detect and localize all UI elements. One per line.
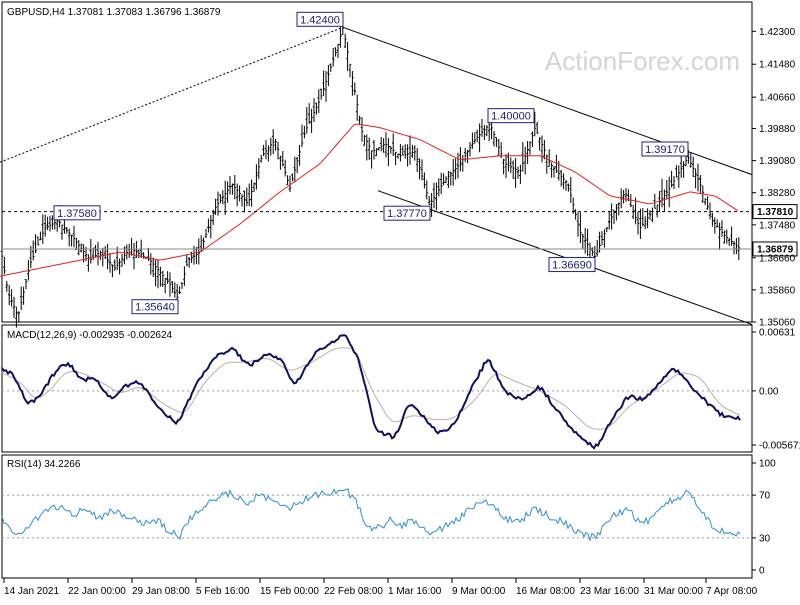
annotation-label: 1.37770 <box>387 208 427 220</box>
price-axis-tick-label: 1.35860 <box>759 285 796 296</box>
macd-axis-tick-label: 0.00 <box>759 386 779 397</box>
annotation-label: 1.42400 <box>300 14 340 26</box>
x-axis-tick-label: 7 Apr 08:00 <box>706 586 758 597</box>
moving-average-line <box>0 123 739 277</box>
macd-label: MACD(12,26,9) -0.002935 -0.002624 <box>7 330 173 341</box>
annotation-label: 1.35640 <box>135 302 175 314</box>
x-axis-tick-label: 1 Mar 16:00 <box>388 586 442 597</box>
x-axis-tick-label: 29 Jan 08:00 <box>132 586 190 597</box>
x-axis-tick-label: 22 Feb 08:00 <box>324 586 383 597</box>
price-axis-tick-label: 1.41480 <box>759 60 796 71</box>
annotation-box <box>641 141 689 157</box>
annotation-label: 1.37580 <box>57 208 97 220</box>
x-axis-tick-label: 31 Mar 00:00 <box>644 586 703 597</box>
rsi-axis-tick-label: 100 <box>759 459 776 470</box>
symbol-info: GBPUSD,H4 1.37081 1.37083 1.36796 1.3687… <box>7 7 221 18</box>
annotation-label: 1.40000 <box>491 111 531 123</box>
x-axis-tick-label: 23 Mar 16:00 <box>580 586 639 597</box>
x-axis-tick-label: 22 Jan 00:00 <box>68 586 126 597</box>
annotation-box <box>548 257 596 273</box>
macd-line <box>1 334 741 450</box>
x-axis-tick-label: 15 Feb 00:00 <box>260 586 319 597</box>
level-label-box <box>752 241 798 257</box>
watermark: ActionForex.com <box>545 46 740 76</box>
axes-layer: 1.42300 1.41480 1.40660 1.39880 1.39080 1.382… <box>3 27 800 597</box>
price-axis-tick-label: 1.39080 <box>759 156 796 167</box>
x-axis-tick-label: 16 Mar 08:00 <box>516 586 575 597</box>
price-axis-tick-label: 1.40660 <box>759 93 796 104</box>
trend-line <box>0 26 344 163</box>
macd-panel-frame <box>1 324 753 453</box>
annotation-label: 1.36690 <box>552 260 592 272</box>
level-label: 1.36879 <box>757 244 794 255</box>
macd-axis-tick-label: 0.00631 <box>759 328 796 339</box>
macd-signal-line <box>1 347 741 430</box>
x-axis-tick-label: 5 Feb 16:00 <box>196 586 250 597</box>
annotation-box <box>131 299 179 315</box>
price-axis-tick-label: 1.42300 <box>759 27 796 38</box>
price-layer: 1.37810 1.36879 1.42400 1.37580 1.35640 1.377… <box>0 11 798 328</box>
macd-axis-tick-label: -0.005671 <box>759 441 800 452</box>
x-axis-tick-label: 9 Mar 00:00 <box>452 586 506 597</box>
annotation-label: 1.39170 <box>645 144 685 156</box>
annotation-box <box>53 205 101 221</box>
annotation-box <box>383 205 431 221</box>
rsi-panel-frame <box>1 454 753 579</box>
level-label: 1.37810 <box>757 207 794 218</box>
x-axis-tick-label: 14 Jan 2021 <box>4 586 59 597</box>
annotation-box <box>296 11 344 27</box>
annotation-box <box>487 108 535 124</box>
rsi-line <box>1 488 741 542</box>
rsi-axis-tick-label: 70 <box>759 491 771 502</box>
rsi-axis-tick-label: 30 <box>759 533 771 544</box>
price-panel-frame <box>1 1 753 323</box>
macd-layer <box>1 334 752 450</box>
price-axis-tick-label: 1.38280 <box>759 188 796 199</box>
level-label-box <box>752 204 798 220</box>
price-axis-tick-label: 1.36660 <box>759 253 796 264</box>
rsi-label: RSI(14) 34.2266 <box>7 459 81 470</box>
price-axis-tick-label: 1.39880 <box>759 124 796 135</box>
rsi-axis-tick-label: 0 <box>759 566 765 577</box>
rsi-layer <box>1 488 752 542</box>
price-axis-tick-label: 1.37480 <box>759 220 796 231</box>
price-axis-tick-label: 1.35060 <box>759 318 796 329</box>
